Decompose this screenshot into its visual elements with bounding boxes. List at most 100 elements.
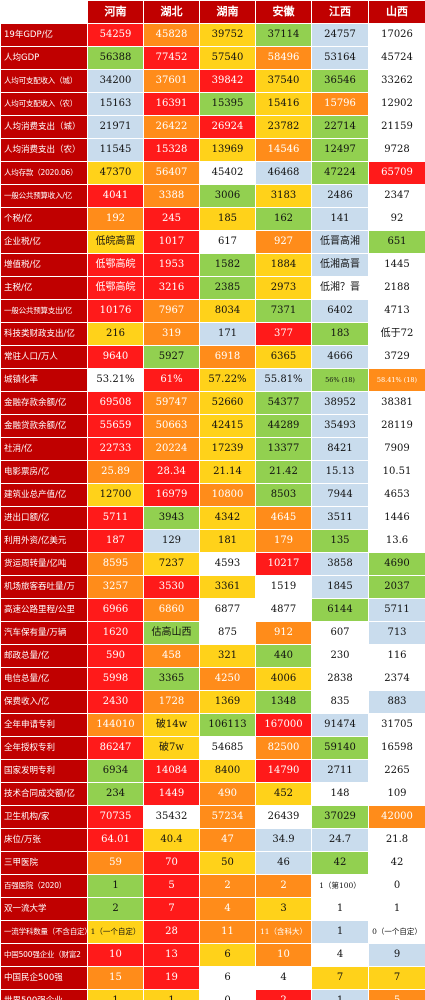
data-cell: 9640 [87, 345, 144, 369]
data-cell: 1953 [143, 253, 200, 277]
table-row: 人均可支配收入（城） 34200 37601 39842 37540 36546 33262 [0, 69, 425, 93]
data-cell: 2188 [368, 276, 425, 300]
row-label: 床位/万张 [0, 828, 88, 852]
data-cell: 44289 [255, 414, 312, 438]
data-cell: 46 [255, 851, 312, 875]
data-cell: 4666 [311, 345, 369, 369]
data-cell: 1449 [143, 782, 200, 806]
row-label: 百强医院（2020） [0, 874, 88, 898]
row-label: 科技类财政支出/亿 [0, 322, 88, 346]
data-cell: 28119 [368, 414, 425, 438]
data-cell: 35432 [143, 805, 200, 829]
row-label: 机场旅客吞吐量/万 [0, 575, 88, 599]
data-cell: 54259 [87, 23, 144, 47]
data-cell: 45402 [199, 161, 256, 185]
table-row: 金融贷款余额/亿 55659 50663 42415 44289 35493 28119 [0, 414, 425, 438]
data-cell: 55659 [87, 414, 144, 438]
data-cell: 3361 [199, 575, 256, 599]
data-cell: 5 [143, 874, 200, 898]
data-cell: 16979 [143, 483, 200, 507]
data-cell: 14790 [255, 759, 312, 783]
data-cell: 3943 [143, 506, 200, 530]
data-cell: 2347 [368, 184, 425, 208]
data-cell: 1 [311, 897, 369, 921]
data-cell: 4 [311, 943, 369, 967]
data-cell: 11（含科大） [255, 920, 312, 944]
data-cell: 106113 [199, 713, 256, 737]
row-label: 三甲医院 [0, 851, 88, 875]
row-label: 双一流大学 [0, 897, 88, 921]
table-row: 一流学科数量（不含自定） 1（一个自定） 28 11 11（含科大） 1 0（一个自定） [0, 920, 425, 944]
data-cell: 92 [368, 207, 425, 231]
data-cell: 91474 [311, 713, 369, 737]
row-label: 世界500强企业 [0, 989, 88, 1000]
table-row: 企业税/亿 低皖高晋 1017 617 927 低晋高湘 651 [0, 230, 425, 254]
data-cell: 23782 [255, 115, 312, 139]
row-label: 全年授权专利 [0, 736, 88, 760]
data-cell: 59140 [311, 736, 369, 760]
row-label: 保费收入/亿 [0, 690, 88, 714]
data-cell: 6402 [311, 299, 369, 323]
data-cell: 82500 [255, 736, 312, 760]
data-cell: 52660 [199, 391, 256, 415]
data-cell: 5998 [87, 667, 144, 691]
data-cell: 3858 [311, 552, 369, 576]
data-cell: 835 [311, 690, 369, 714]
data-cell: 7944 [311, 483, 369, 507]
data-cell: 86247 [87, 736, 144, 760]
row-label: 货运周转量/亿吨 [0, 552, 88, 576]
data-cell: 3183 [255, 184, 312, 208]
data-cell: 50 [199, 851, 256, 875]
table-row: 人均GDP 56388 77452 57540 58496 53164 45724 [0, 46, 425, 70]
data-cell: 15796 [311, 92, 369, 116]
data-cell: 4 [255, 966, 312, 990]
data-cell: 65709 [368, 161, 425, 185]
data-cell: 651 [368, 230, 425, 254]
data-cell: 17239 [199, 437, 256, 461]
data-cell: 4653 [368, 483, 425, 507]
data-cell: 2 [255, 989, 312, 1000]
row-label: 卫生机构/家 [0, 805, 88, 829]
data-cell: 2374 [368, 667, 425, 691]
data-cell: 13 [143, 943, 200, 967]
data-cell: 377 [255, 322, 312, 346]
data-cell: 4713 [368, 299, 425, 323]
data-cell: 162 [255, 207, 312, 231]
data-cell: 破7w [143, 736, 200, 760]
data-cell: 47 [199, 828, 256, 852]
data-cell: 187 [87, 529, 144, 553]
row-label: 人均可支配收入（农） [0, 92, 88, 116]
data-cell: 192 [87, 207, 144, 231]
data-cell: 37114 [255, 23, 312, 47]
table-row: 利用外资/亿美元 187 129 181 179 135 13.6 [0, 529, 425, 553]
data-cell: 1017 [143, 230, 200, 254]
data-cell: 129 [143, 529, 200, 553]
table-row: 社消/亿 22733 20224 17239 13377 8421 7909 [0, 437, 425, 461]
data-cell: 25.89 [87, 460, 144, 484]
data-cell: 0 [368, 874, 425, 898]
data-cell: 3257 [87, 575, 144, 599]
data-cell: 38381 [368, 391, 425, 415]
data-cell: 4041 [87, 184, 144, 208]
data-cell: 6860 [143, 598, 200, 622]
data-cell: 3365 [143, 667, 200, 691]
data-cell: 1620 [87, 621, 144, 645]
data-cell: 7371 [255, 299, 312, 323]
data-cell: 6877 [199, 598, 256, 622]
data-cell: 13969 [199, 138, 256, 162]
table-row: 金融存款余额/亿 69508 59747 52660 54377 38952 38381 [0, 391, 425, 415]
column-header: 安徽 [255, 0, 312, 24]
data-cell: 135 [311, 529, 369, 553]
data-cell: 4690 [368, 552, 425, 576]
data-cell: 破14w [143, 713, 200, 737]
data-cell: 57234 [199, 805, 256, 829]
data-cell: 6 [199, 943, 256, 967]
data-cell: 9 [368, 943, 425, 967]
data-cell: 7 [368, 966, 425, 990]
data-cell: 185 [199, 207, 256, 231]
table-row: 一般公共预算支出/亿 10176 7967 8034 7371 6402 4713 [0, 299, 425, 323]
row-label: 电信总量/亿 [0, 667, 88, 691]
row-label: 人均消费支出（农） [0, 138, 88, 162]
data-cell: 39842 [199, 69, 256, 93]
data-cell: 16598 [368, 736, 425, 760]
